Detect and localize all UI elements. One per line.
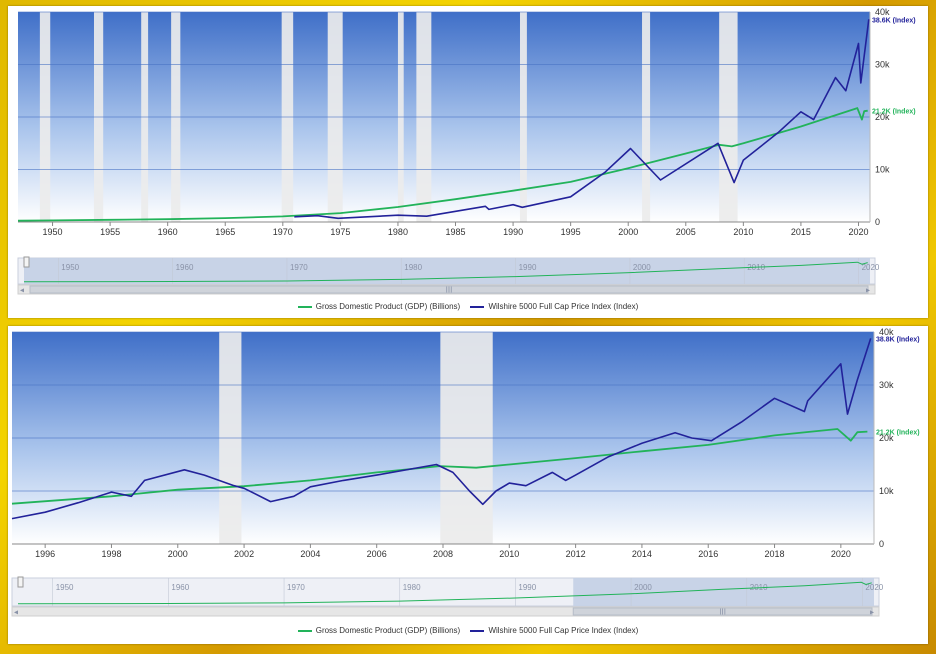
navigator-gdp-line (17, 581, 872, 605)
x-tick-label: 1970 (273, 227, 293, 237)
chart-panel-zoomed: 0 10k 20k 30k 40k 1996 1998 2000 2002 2004 2006 200… (8, 326, 928, 644)
navigator-tick-label: 1980 (403, 583, 421, 592)
wilshire-line (294, 19, 870, 220)
y-tick-label: 0 (875, 217, 880, 227)
x-tick-label: 2010 (499, 549, 519, 559)
x-tick-label: 2002 (234, 549, 254, 559)
navigator-tick-label: 1950 (56, 583, 74, 592)
y-tick-label: 0 (879, 539, 884, 549)
legend-label-wilshire: Wilshire 5000 Full Cap Price Index (Inde… (488, 626, 639, 635)
chart-panel-full-history: 0 10k 20k 30k 40k 1950 1955 1960 1965 1970 1975 198… (8, 6, 928, 318)
x-tick-label: 2020 (848, 227, 868, 237)
gdp-swatch-icon (297, 305, 312, 308)
chart-svg-full-history: 0 10k 20k 30k 40k 1950 1955 1960 1965 1970 1975 198… (17, 7, 916, 295)
x-tick-label: 2012 (566, 549, 586, 559)
x-tick-label: 1998 (101, 549, 121, 559)
chart-legend: Gross Domestic Product (GDP) (Billions) … (8, 302, 928, 311)
gdp-swatch-icon (297, 629, 312, 632)
legend-item-wilshire[interactable]: Wilshire 5000 Full Cap Price Index (Inde… (470, 626, 638, 635)
navigator-tick-label: 2000 (634, 583, 652, 592)
legend-label-wilshire: Wilshire 5000 Full Cap Price Index (Inde… (488, 302, 639, 311)
x-tick-label: 2018 (765, 549, 785, 559)
navigator-window (573, 578, 874, 606)
x-tick-label: 2000 (618, 227, 638, 237)
x-tick-label: 1995 (561, 227, 581, 237)
x-tick-label: 2014 (632, 549, 652, 559)
wilshire-swatch-icon (470, 305, 485, 308)
x-tick-label: 2008 (433, 549, 453, 559)
x-tick-label: 2006 (367, 549, 387, 559)
y-tick-label: 10k (875, 165, 890, 175)
navigator-window (24, 258, 870, 284)
x-tick-label: 1985 (445, 227, 465, 237)
x-tick-label: 1990 (503, 227, 523, 237)
x-tick-label: 2005 (676, 227, 696, 237)
x-tick-label: 1965 (215, 227, 235, 237)
x-tick-label: 2000 (168, 549, 188, 559)
gdp-line (11, 428, 868, 505)
gdp-line (17, 107, 868, 222)
wilshire-swatch-icon (470, 629, 485, 632)
wilshire-line-end-label: 38.6K (Index) (872, 17, 916, 24)
y-tick-label: 40k (879, 327, 894, 337)
scroll-right-arrow-icon: ▸ (866, 286, 870, 295)
scrollbar-track (11, 606, 880, 617)
y-tick-label: 40k (875, 7, 890, 17)
navigator-tick-label: 2000 (633, 263, 651, 272)
x-tick-label: 1960 (158, 227, 178, 237)
navigator-left-handle (17, 576, 24, 588)
scroll-left-arrow-icon: ◂ (20, 286, 24, 295)
scrollbar-grip-icon: III (446, 286, 453, 295)
navigator-gdp-line (23, 261, 868, 283)
gdp-line-end-label: 21.2K (Index) (872, 109, 916, 116)
x-tick-label: 2004 (300, 549, 320, 559)
legend-label-gdp: Gross Domestic Product (GDP) (Billions) (315, 626, 461, 635)
x-tick-label: 2015 (791, 227, 811, 237)
y-tick-label: 30k (879, 380, 894, 390)
y-tick-label: 20k (875, 112, 890, 122)
x-tick-label: 1955 (100, 227, 120, 237)
x-tick-label: 2010 (733, 227, 753, 237)
x-tick-label: 2020 (831, 549, 851, 559)
navigator-tick-label: 2020 (865, 583, 883, 592)
navigator-tick-label: 1970 (287, 583, 305, 592)
legend-item-gdp[interactable]: Gross Domestic Product (GDP) (Billions) (297, 626, 461, 635)
x-tick-label: 1980 (388, 227, 408, 237)
gdp-line-end-label: 21.2K (Index) (876, 430, 920, 437)
y-tick-label: 20k (879, 433, 894, 443)
x-tick-label: 1996 (35, 549, 55, 559)
navigator-tick-label: 1980 (404, 263, 422, 272)
navigator-left-handle (23, 256, 30, 268)
y-tick-label: 30k (875, 60, 890, 70)
navigator-tick-label: 1990 (519, 263, 537, 272)
scroll-right-arrow-icon: ▸ (870, 608, 874, 617)
legend-item-wilshire[interactable]: Wilshire 5000 Full Cap Price Index (Inde… (470, 302, 638, 311)
x-tick-label: 1950 (43, 227, 63, 237)
x-tick-label: 2016 (698, 549, 718, 559)
wilshire-line-end-label: 38.8K (Index) (876, 336, 920, 343)
wilshire-line (11, 338, 872, 520)
scroll-left-arrow-icon: ◂ (14, 608, 18, 617)
y-tick-label: 10k (879, 486, 894, 496)
navigator-tick-label: 1960 (171, 583, 189, 592)
scrollbar-thumb (572, 607, 873, 616)
chart-svg-zoomed: 0 10k 20k 30k 40k 1996 1998 2000 2002 2004 2006 200… (11, 327, 920, 617)
navigator-tick-label: 1950 (61, 263, 79, 272)
navigator-tick-label: 1970 (290, 263, 308, 272)
legend-item-gdp[interactable]: Gross Domestic Product (GDP) (Billions) (297, 302, 461, 311)
navigator-tick-label: 2020 (862, 263, 880, 272)
legend-label-gdp: Gross Domestic Product (GDP) (Billions) (315, 302, 461, 311)
chart-legend: Gross Domestic Product (GDP) (Billions) … (8, 626, 928, 635)
scrollbar-grip-icon: III (719, 608, 726, 617)
scrollbar-thumb (29, 285, 869, 294)
x-tick-label: 1975 (330, 227, 350, 237)
navigator-tick-label: 1990 (518, 583, 536, 592)
navigator-tick-label: 1960 (176, 263, 194, 272)
